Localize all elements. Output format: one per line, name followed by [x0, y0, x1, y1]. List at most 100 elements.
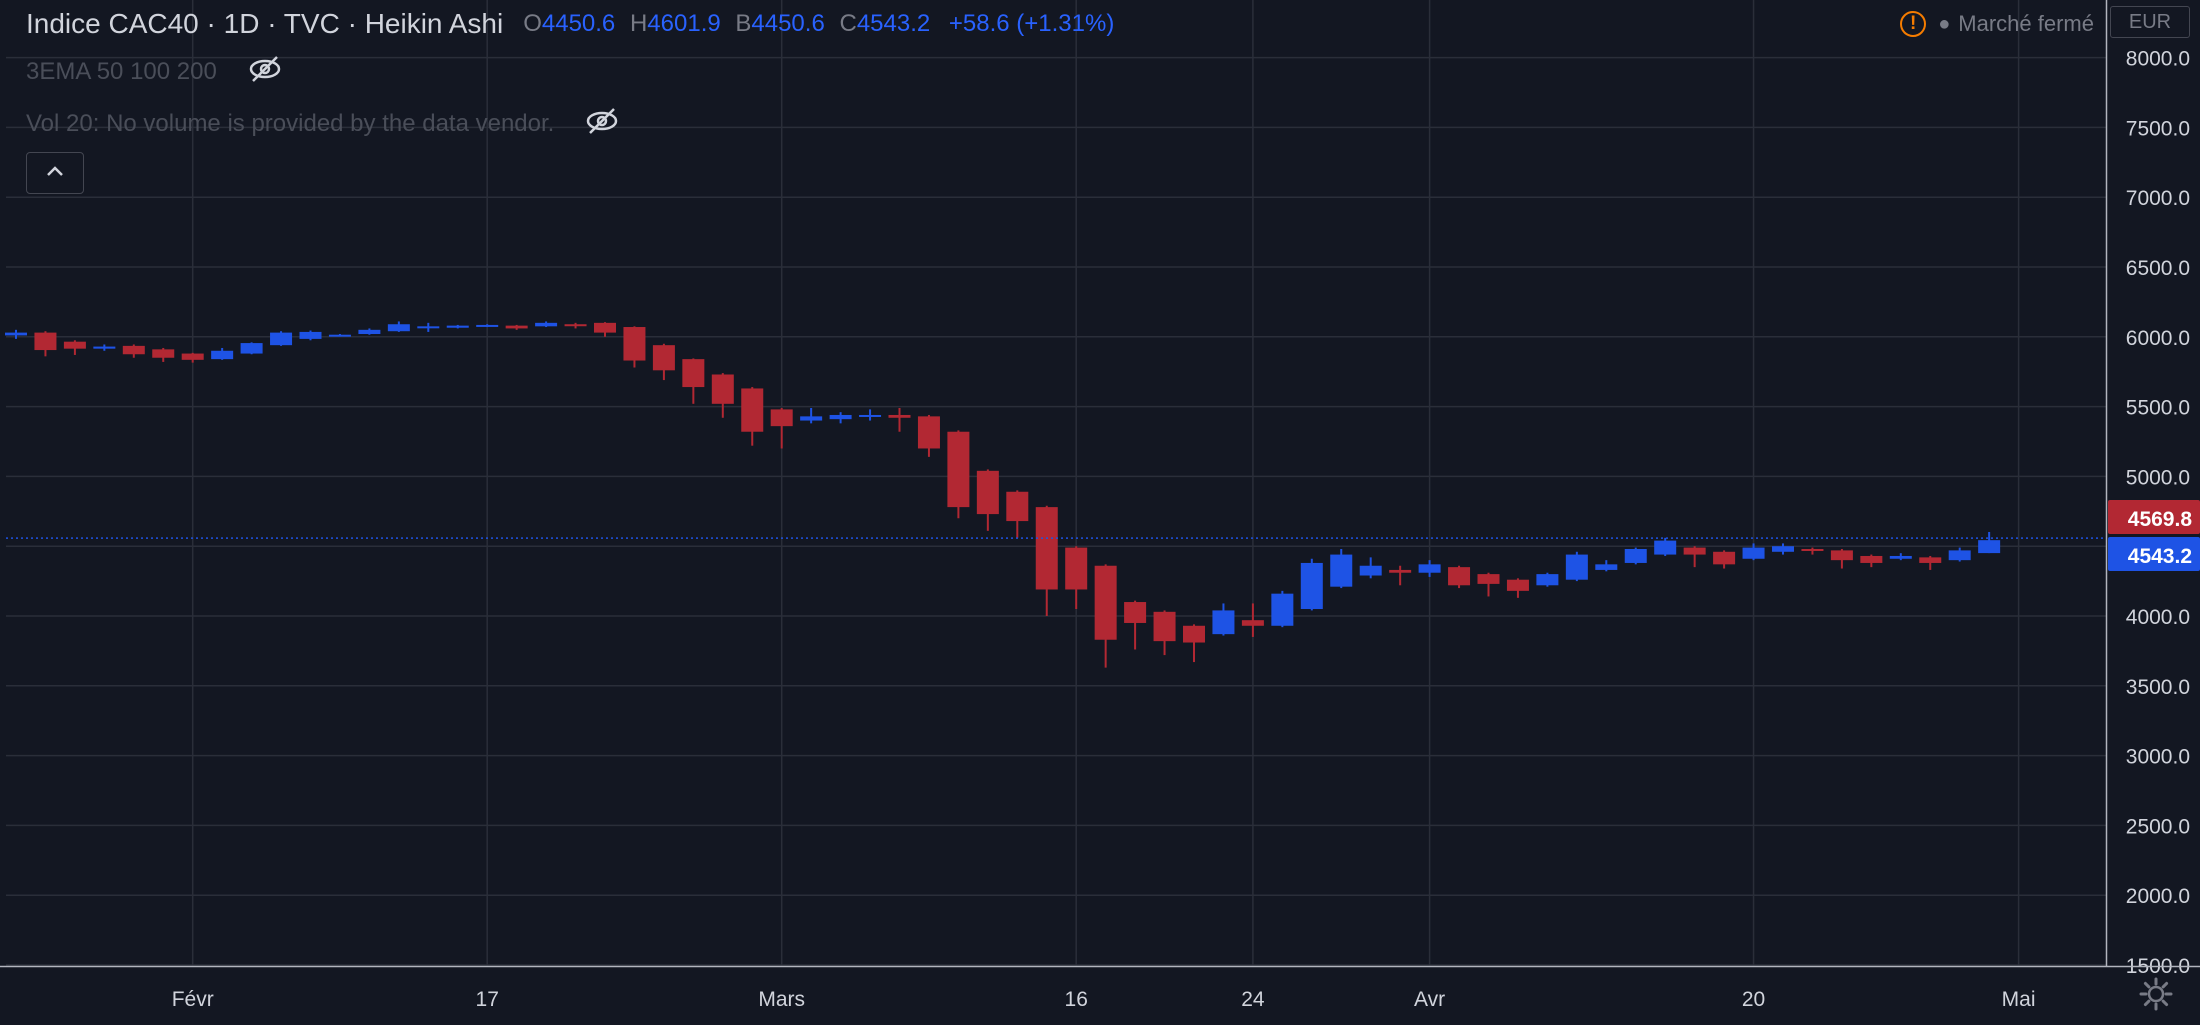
candle-body — [1683, 547, 1706, 555]
candle-down — [1506, 578, 1529, 598]
candle-body — [770, 409, 793, 427]
candle-up — [1772, 543, 1794, 555]
close-value: 4543.2 — [856, 10, 931, 37]
candle-body — [652, 345, 675, 371]
candle-up — [1212, 603, 1235, 636]
symbol-title[interactable]: Indice CAC40 · 1D · TVC · Heikin Ashi — [26, 8, 504, 39]
candle-up — [299, 330, 322, 341]
candle-body — [594, 322, 616, 333]
time-tick-label: Mai — [2002, 988, 2036, 1011]
candle-body — [1772, 546, 1794, 552]
candle-body — [358, 329, 381, 335]
candle-down — [1448, 565, 1471, 589]
candle-down — [711, 373, 734, 418]
open-key: O — [523, 10, 542, 37]
candle-down — [1713, 550, 1736, 569]
price-tick-label: 2000.0 — [2126, 885, 2190, 908]
volume-indicator-legend[interactable]: Vol 20: No volume is provided by the dat… — [26, 106, 620, 142]
candle-body — [1948, 550, 1971, 561]
ema-indicator-label: 3EMA 50 100 200 — [26, 58, 217, 85]
candle-body — [1742, 547, 1765, 559]
time-tick-label: Mars — [758, 988, 805, 1011]
candle-up — [1742, 543, 1765, 561]
candle-body — [1477, 574, 1500, 584]
candle-down — [152, 347, 175, 362]
candle-up — [5, 329, 27, 339]
candle-up — [1330, 548, 1353, 589]
time-axis[interactable]: Févr 17 Mars 16 24 Avr 20 Mai — [0, 965, 2200, 1012]
candle-up — [1300, 558, 1323, 611]
price-tick-label: 7500.0 — [2126, 117, 2190, 140]
price-tick-label: 8000.0 — [2126, 48, 2190, 71]
candle-body — [741, 388, 764, 432]
candle-body — [1919, 557, 1942, 563]
candle-body — [1389, 569, 1412, 573]
candle-body — [63, 341, 86, 349]
collapse-legend-button[interactable] — [26, 152, 84, 194]
candle-body — [476, 324, 499, 327]
price-label-box — [2108, 537, 2200, 571]
status-dot: ● — [1938, 12, 1951, 35]
candle-body — [417, 326, 440, 329]
candle-body — [1300, 562, 1323, 610]
price-labels: 4569.8 4543.2 — [6, 500, 2200, 571]
candle-up — [211, 347, 234, 360]
candle-body — [93, 346, 116, 349]
candles — [5, 321, 2001, 668]
candle-body — [328, 334, 351, 337]
price-tick-label: 5000.0 — [2126, 466, 2190, 489]
candle-up — [1654, 537, 1677, 556]
candle-body — [181, 353, 204, 360]
candle-up — [829, 412, 852, 424]
candle-body — [623, 327, 646, 361]
candle-body — [122, 345, 145, 355]
candle-down — [564, 322, 587, 329]
price-label-text: 4569.8 — [2128, 508, 2193, 531]
candle-down — [181, 352, 204, 363]
candle-body — [1565, 554, 1588, 580]
candle-down — [1124, 600, 1147, 650]
candle-body — [1418, 564, 1441, 573]
candle-down — [770, 407, 793, 449]
price-label-text: 4543.2 — [2128, 545, 2192, 568]
candle-body — [1860, 555, 1883, 563]
candle-up — [358, 328, 381, 335]
eye-off-icon[interactable] — [584, 106, 620, 143]
candle-up — [800, 407, 823, 424]
candle-body — [299, 331, 322, 339]
candle-down — [1683, 546, 1706, 568]
candle-body — [1801, 548, 1824, 551]
candle-up — [328, 334, 351, 337]
candle-up — [417, 322, 440, 332]
candle-body — [1359, 565, 1382, 576]
candle-body — [1624, 548, 1647, 563]
candle-down — [1094, 564, 1117, 668]
candle-body — [1124, 602, 1147, 623]
candle-up — [1889, 553, 1912, 561]
candle-body — [1978, 540, 2001, 554]
candle-body — [711, 374, 734, 404]
gear-icon[interactable] — [2138, 976, 2174, 1012]
candle-down — [1035, 505, 1058, 616]
market-status[interactable]: ! ● Marché fermé — [1900, 6, 2094, 42]
candle-down — [1183, 624, 1205, 663]
candle-body — [1183, 625, 1205, 643]
price-label-box — [2108, 500, 2200, 534]
ema-indicator-legend[interactable]: 3EMA 50 100 200 — [26, 54, 283, 90]
price-tick-label: 6500.0 — [2126, 257, 2190, 280]
time-tick-label: 24 — [1241, 988, 1265, 1011]
price-tick-label: 4000.0 — [2126, 606, 2190, 629]
price-tick-label: 3500.0 — [2126, 676, 2190, 699]
market-status-label: Marché fermé — [1958, 11, 2094, 36]
currency-label[interactable]: EUR — [2110, 6, 2190, 38]
candle-down — [947, 430, 970, 519]
candle-up — [387, 321, 410, 332]
high-value: 4601.9 — [647, 10, 721, 37]
candle-down — [652, 343, 675, 381]
eye-off-icon[interactable] — [247, 54, 283, 91]
candle-body — [1271, 593, 1294, 626]
candle-up — [1565, 551, 1588, 582]
candle-body — [976, 470, 999, 515]
candle-body — [1094, 565, 1117, 640]
